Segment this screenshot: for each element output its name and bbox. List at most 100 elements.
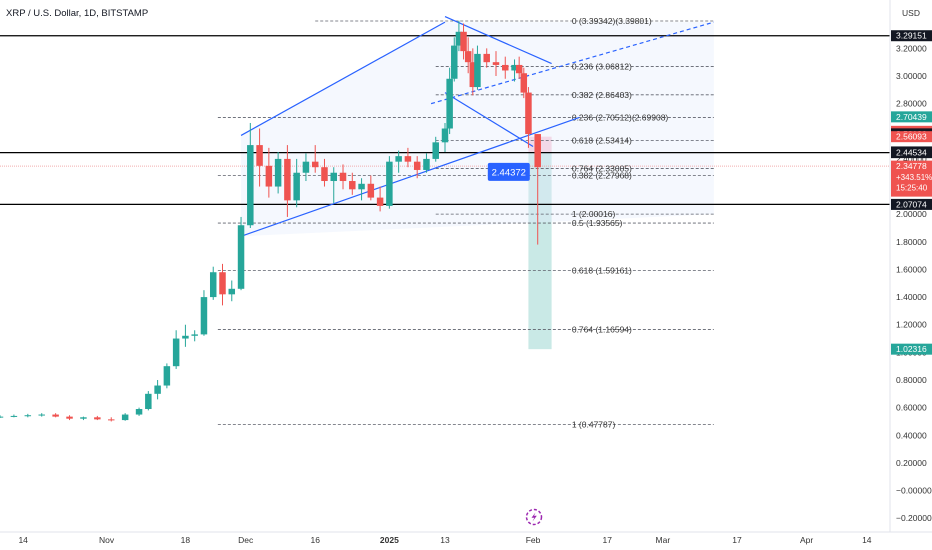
candle-body <box>455 31 463 46</box>
candle <box>191 330 198 342</box>
fib-level-label: 0.382 (2.27968) <box>572 171 632 181</box>
candle <box>483 48 490 68</box>
x-tick-label: 14 <box>18 535 28 545</box>
candle <box>247 122 254 228</box>
price-scale[interactable] <box>890 0 932 532</box>
candle <box>321 158 328 187</box>
x-tick-label: 16 <box>310 535 320 545</box>
fib-level-label: 1 (0.47787) <box>572 420 616 430</box>
price-tag-label: 2.70439 <box>896 112 927 122</box>
candle-body <box>163 366 171 386</box>
y-tick-label: −0.00000 <box>896 486 932 496</box>
candle-body <box>80 417 87 419</box>
channel-trendlines[interactable] <box>240 16 715 237</box>
fib-band <box>241 22 714 237</box>
candle <box>274 152 282 194</box>
x-tick-label: 2025 <box>380 535 399 545</box>
price-tag-extra: 15:25:40 <box>896 184 928 193</box>
candle <box>302 153 310 182</box>
candle <box>121 413 129 421</box>
candle-body <box>469 62 477 88</box>
y-tick-label: 2.40000 <box>896 154 927 164</box>
price-tag <box>891 30 932 42</box>
price-tag <box>891 147 932 159</box>
channel-line <box>240 21 446 136</box>
x-tick-label: Nov <box>99 535 115 545</box>
candle <box>432 136 439 162</box>
candle <box>10 414 18 418</box>
candle-body <box>511 64 518 71</box>
candle <box>311 145 319 173</box>
fib-retracement[interactable]: 0 (3.39342)(3.39801) 0.236 (3.06812) 0.382… <box>217 16 714 430</box>
candle-body <box>321 167 328 182</box>
price-tag-label: 2.44534 <box>896 148 927 158</box>
candle <box>94 415 101 421</box>
candle <box>441 122 449 152</box>
fib-level-label: 0.764 (1.16594) <box>572 324 632 334</box>
fib-level-label: 0 (3.39342)(3.39801) <box>572 16 652 26</box>
candle <box>474 45 481 90</box>
channel-line <box>444 16 552 65</box>
candle-body <box>446 78 453 129</box>
candle-body <box>339 172 347 182</box>
y-tick-label: 1.60000 <box>896 264 927 274</box>
candle-body <box>432 142 439 159</box>
y-tick-label: 3.00000 <box>896 71 927 81</box>
candle <box>413 156 421 179</box>
candle-body <box>121 414 129 421</box>
candle <box>376 186 384 212</box>
fib-level-label: 0.764 (2.33005) <box>572 164 632 174</box>
candle-body <box>423 158 430 170</box>
candle-body <box>311 161 319 168</box>
candle-body <box>404 156 412 162</box>
candle-body <box>219 272 226 295</box>
candle <box>237 216 245 291</box>
price-tag-label: 3.29151 <box>896 31 927 41</box>
candle-body <box>525 92 532 135</box>
candle <box>386 156 393 209</box>
candle <box>525 87 532 148</box>
candle <box>52 413 59 418</box>
y-tick-label: 3.20000 <box>896 43 927 53</box>
candle-body <box>265 165 273 187</box>
candle <box>502 56 509 79</box>
candle <box>446 67 453 135</box>
price-tag-extra: +343.51% <box>896 173 932 182</box>
candle-body <box>520 73 528 93</box>
candle <box>520 67 528 99</box>
candle <box>404 147 412 168</box>
currency-label[interactable]: USD <box>902 8 920 18</box>
candle-body <box>200 297 208 335</box>
candle-body <box>502 64 509 71</box>
y-tick-label: 0.20000 <box>896 458 927 468</box>
candle-body <box>451 45 458 79</box>
x-tick-label: 18 <box>181 535 191 545</box>
candle-body <box>237 225 245 289</box>
candle <box>256 128 263 187</box>
candle <box>80 416 87 421</box>
price-tag <box>891 160 932 197</box>
candle-body <box>135 409 143 415</box>
price-tag <box>891 198 932 210</box>
symbol-title[interactable]: XRP / U.S. Dollar, 1D, BITSTAMP <box>6 8 148 19</box>
x-tick-label: 14 <box>862 535 872 545</box>
candle <box>154 380 161 400</box>
y-tick-label: 0.40000 <box>896 430 927 440</box>
price-annotation[interactable]: 2.44372 <box>487 162 530 181</box>
channel-line <box>444 92 534 147</box>
channel-line <box>430 21 715 105</box>
candle-body <box>395 156 402 162</box>
horizontal-levels <box>0 35 890 206</box>
y-tick-label: 0.60000 <box>896 403 927 413</box>
x-tick-label: Dec <box>238 535 254 545</box>
candle <box>145 391 152 411</box>
tradingview-logo-icon[interactable] <box>525 508 543 526</box>
candle <box>511 59 518 82</box>
candle-body <box>94 417 101 420</box>
candle <box>163 363 171 389</box>
candle <box>367 175 375 201</box>
candle <box>0 415 4 418</box>
candle-body <box>483 53 490 63</box>
candle <box>293 158 300 208</box>
